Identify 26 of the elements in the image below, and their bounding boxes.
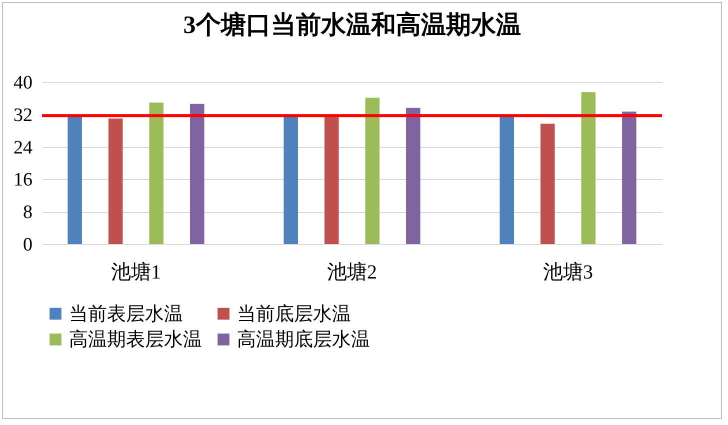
y-tick-label: 0	[23, 234, 32, 256]
x-tick-label: 池塘1	[110, 262, 161, 284]
bar	[68, 116, 82, 244]
bar	[324, 116, 339, 244]
bar	[190, 104, 204, 244]
chart-title: 3个塘口当前水温和高温期水温	[183, 11, 521, 39]
legend-label: 高温期表层水温	[69, 328, 202, 350]
x-tick-label: 池塘3	[543, 262, 594, 284]
y-tick-label: 16	[14, 170, 32, 191]
legend-label: 当前表层水温	[69, 304, 183, 325]
bar	[540, 124, 555, 244]
y-tick-label: 8	[23, 202, 32, 224]
y-tick-label: 40	[14, 72, 32, 94]
bar	[149, 102, 164, 244]
bar	[406, 108, 420, 244]
bar	[500, 116, 514, 244]
x-tick-label: 池塘2	[327, 262, 377, 284]
bar	[108, 118, 123, 244]
legend-label: 当前底层水温	[237, 302, 351, 325]
legend-label: 高温期底层水温	[237, 328, 370, 350]
bar	[622, 112, 636, 244]
bar	[581, 92, 596, 244]
y-tick-label: 24	[14, 137, 33, 158]
bar	[365, 98, 380, 244]
bar	[284, 116, 298, 244]
y-tick-label: 32	[14, 104, 32, 126]
